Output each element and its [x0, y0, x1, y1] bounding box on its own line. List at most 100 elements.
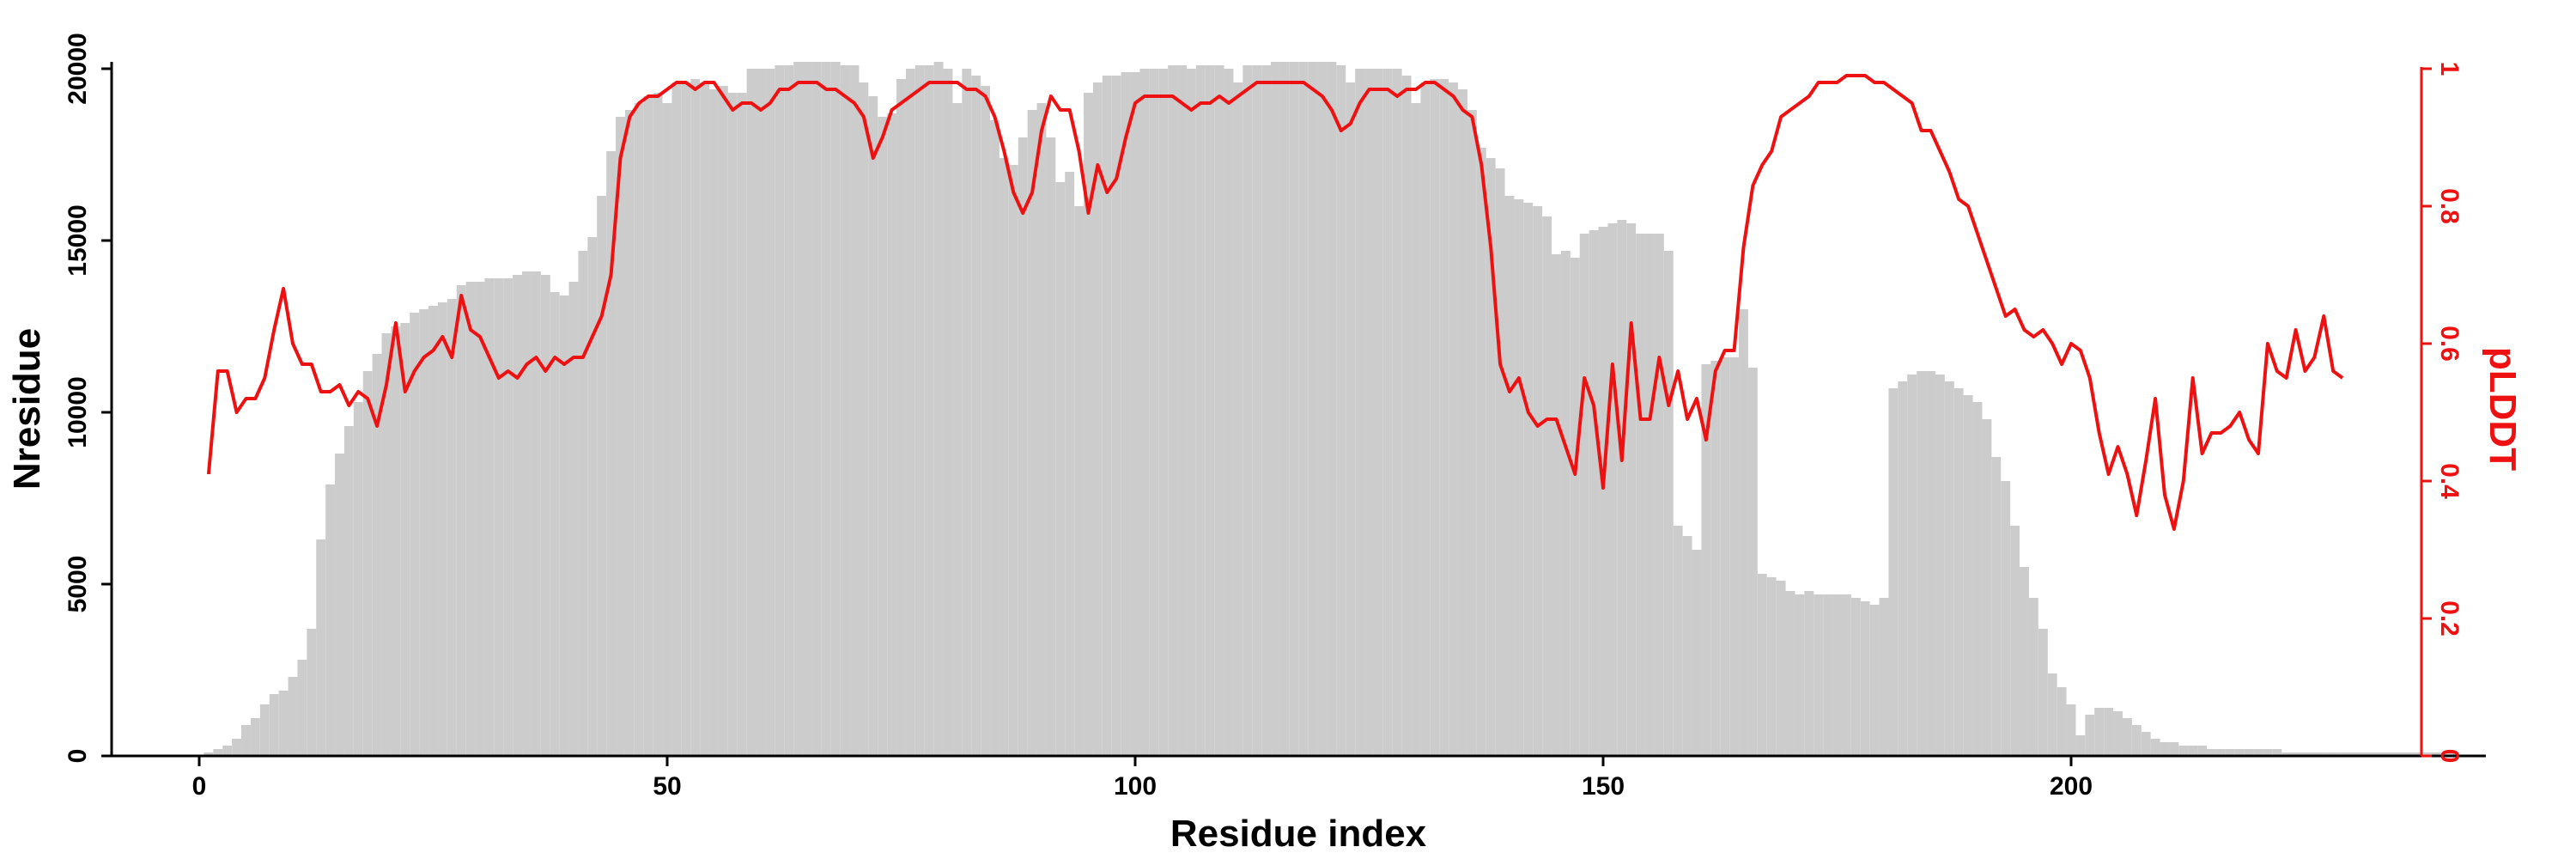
- y-tick-label: 0: [64, 749, 92, 764]
- bar: [2094, 708, 2105, 756]
- bar: [269, 694, 279, 756]
- bar: [1636, 234, 1646, 756]
- y-tick-label: 10000: [64, 376, 92, 448]
- bar: [2431, 752, 2441, 756]
- bar: [999, 158, 1009, 756]
- bar: [213, 749, 223, 756]
- bar: [1186, 69, 1196, 756]
- bar: [362, 371, 373, 756]
- bar: [990, 120, 999, 756]
- bar: [2366, 752, 2376, 756]
- y2-tick-label: 0.8: [2435, 188, 2464, 224]
- bar: [1533, 206, 1543, 756]
- bar: [2113, 711, 2123, 756]
- bar: [1850, 598, 1861, 756]
- bar: [494, 278, 504, 756]
- bar: [1327, 62, 1337, 756]
- bar: [1869, 605, 1880, 756]
- bar: [522, 271, 532, 756]
- bar: [2291, 752, 2301, 756]
- bar: [1626, 223, 1637, 756]
- bar: [1523, 203, 1534, 756]
- bar: [1757, 574, 1767, 756]
- bar: [859, 82, 869, 756]
- y2-tick-label: 0.6: [2435, 326, 2464, 362]
- bar: [671, 82, 682, 756]
- bar: [2122, 718, 2132, 756]
- bar: [1214, 65, 1224, 756]
- bar: [700, 82, 710, 756]
- coverage-bars: [204, 62, 2460, 756]
- bar: [971, 76, 981, 756]
- bar: [756, 69, 766, 756]
- bar: [2038, 629, 2048, 756]
- bar: [1317, 62, 1327, 756]
- bar: [616, 117, 625, 756]
- bar: [1430, 79, 1440, 756]
- bar: [1944, 381, 1954, 756]
- bar: [1036, 103, 1047, 756]
- bar: [2178, 746, 2189, 756]
- bar: [1804, 591, 1814, 756]
- y2-tick-label: 0.2: [2435, 600, 2464, 637]
- bar: [410, 313, 420, 756]
- bar: [1739, 309, 1748, 756]
- bar: [2263, 749, 2273, 756]
- bar: [2403, 752, 2413, 756]
- bar: [643, 96, 653, 756]
- bar: [2188, 746, 2198, 756]
- bar: [2150, 739, 2160, 756]
- bar: [681, 82, 691, 756]
- bar: [1542, 216, 1552, 756]
- bar: [2234, 749, 2245, 756]
- bar: [1617, 220, 1627, 756]
- bar: [1121, 72, 1131, 756]
- y-axis-right-title: pLDDT: [2482, 347, 2524, 471]
- bar: [456, 285, 466, 756]
- bar: [803, 62, 812, 756]
- bar: [2253, 749, 2263, 756]
- bar: [1504, 196, 1515, 756]
- bar: [840, 65, 850, 756]
- bar: [428, 306, 438, 756]
- bar: [1645, 234, 1655, 756]
- bar: [437, 302, 447, 756]
- bar: [746, 69, 756, 756]
- bar: [690, 79, 701, 756]
- bar: [1766, 577, 1777, 756]
- bar: [316, 539, 326, 756]
- bar: [709, 89, 719, 756]
- bar: [821, 62, 831, 756]
- bar: [2412, 752, 2422, 756]
- bar: [2160, 742, 2170, 756]
- y2-tick-label: 1: [2435, 62, 2464, 76]
- bar: [830, 62, 841, 756]
- bar: [2020, 567, 2029, 756]
- bar: [578, 251, 588, 756]
- bar: [849, 65, 860, 756]
- bar: [278, 691, 289, 756]
- bar: [2337, 752, 2348, 756]
- bar: [1814, 594, 1824, 756]
- bar: [1261, 65, 1272, 756]
- bar: [905, 69, 915, 756]
- bar: [1224, 69, 1234, 756]
- bar: [1898, 381, 1908, 756]
- bar: [2057, 687, 2067, 756]
- bar: [1907, 375, 1917, 756]
- bar: [1168, 65, 1178, 756]
- bar: [624, 110, 635, 756]
- bar: [2309, 752, 2319, 756]
- x-tick-label: 150: [1582, 772, 1625, 801]
- bar: [2075, 735, 2086, 756]
- bar: [1692, 550, 1702, 756]
- bar: [1495, 168, 1505, 756]
- bar: [1467, 110, 1477, 756]
- bar: [1991, 457, 2002, 756]
- y2-ticks: 0 0.2 0.4 0.6 0.8 1: [2421, 62, 2464, 763]
- bar: [297, 660, 307, 756]
- bar: [1579, 234, 1589, 756]
- bar: [307, 629, 317, 756]
- bar: [232, 739, 242, 756]
